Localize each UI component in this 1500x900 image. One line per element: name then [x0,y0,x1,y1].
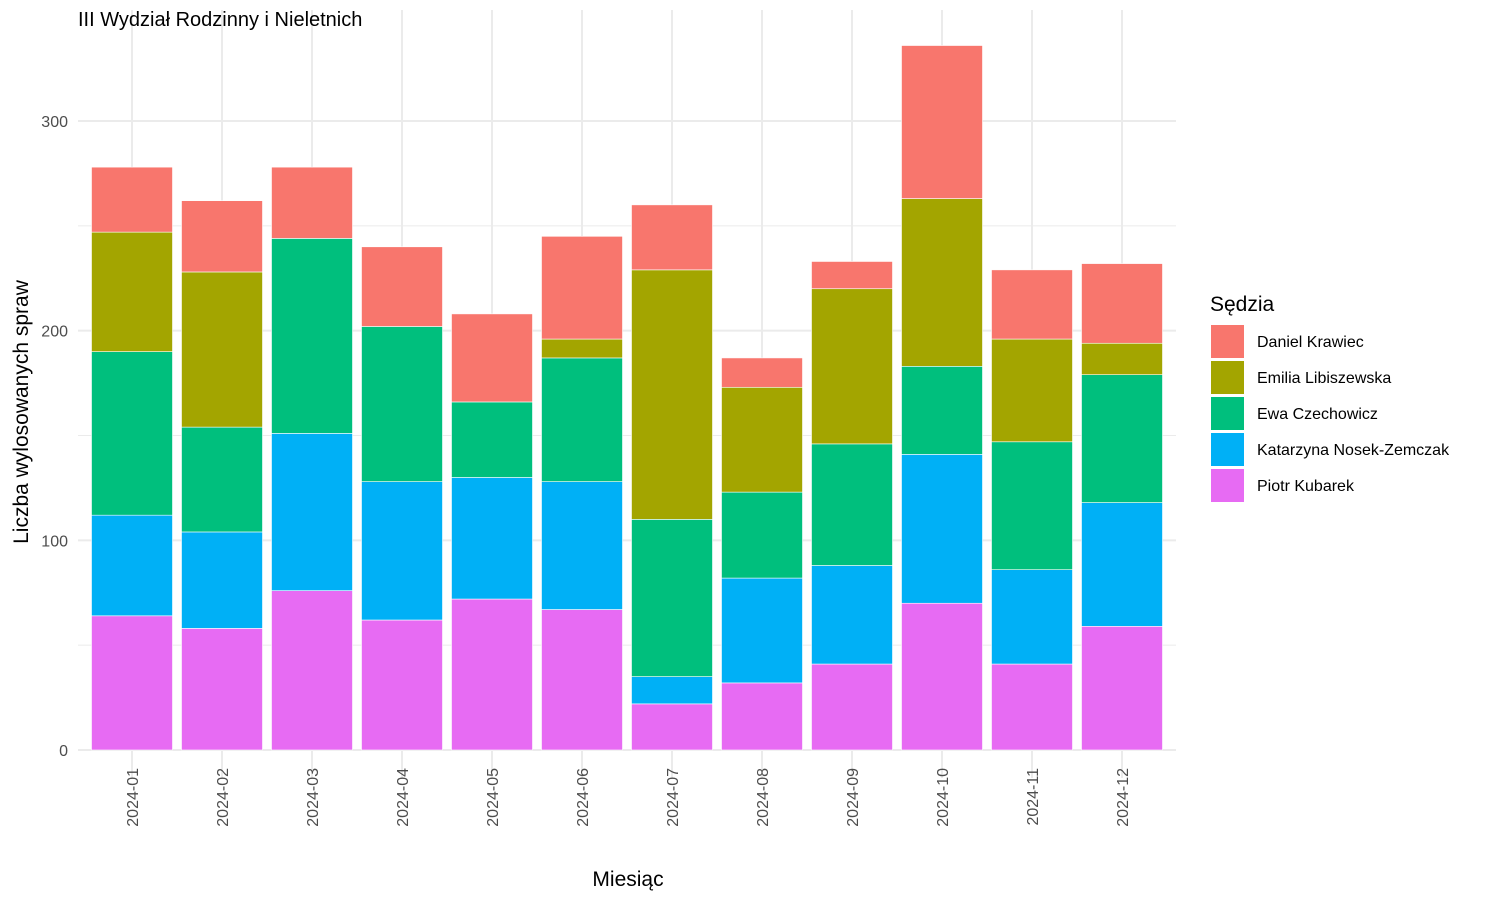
bar-segment [721,386,803,493]
bar-segment [271,166,353,239]
bar-segment [1081,502,1163,627]
bar-segment [271,238,353,434]
x-axis-ticks: 2024-01 2024-02 2024-03 2024-04 2024-05 2024-… [125,768,1132,827]
bar-segment [1081,263,1163,344]
legend: Sędzia Daniel Krawiec Emilia Libiszewska E… [1210,293,1450,502]
bar-segment [811,663,893,751]
x-tick-label: 2024-02 [215,768,232,827]
bar-segment [181,531,263,629]
x-tick-label: 2024-06 [575,768,592,827]
bars [91,45,1163,751]
bar-segment [451,477,533,600]
bar-segment [91,615,173,751]
bar-segment [541,338,623,359]
bar-segment [181,426,263,533]
bar-segment [721,491,803,579]
bar-segment [811,261,893,290]
bar-segment [631,519,713,677]
legend-swatch [1211,469,1244,502]
bar-segment [91,231,173,352]
bar-segment [181,271,263,428]
bar-segment [271,590,353,751]
bar-segment [631,269,713,520]
bar-segment [1081,374,1163,503]
bar-segment [451,401,533,478]
bar-segment [361,246,443,327]
bar-segment [91,514,173,617]
bar-segment [991,338,1073,443]
bar-segment [631,204,713,271]
legend-label: Ewa Czechowicz [1257,406,1378,423]
legend-swatch [1211,397,1244,430]
y-axis-ticks: 0 100 200 300 [41,114,68,760]
bar-segment [991,269,1073,340]
bar-segment [1081,342,1163,375]
legend-swatch [1211,361,1244,394]
bar-segment [721,682,803,751]
bar-segment [91,166,173,233]
bar-segment [991,569,1073,665]
x-tick-label: 2024-11 [1025,768,1042,826]
bar-segment [811,443,893,566]
legend-label: Daniel Krawiec [1257,334,1364,351]
bar-segment [361,481,443,621]
x-tick-label: 2024-01 [125,768,142,827]
legend-label: Emilia Libiszewska [1257,370,1391,387]
bar-segment [1081,625,1163,751]
x-tick-label: 2024-03 [305,768,322,827]
bar-segment [901,366,983,455]
bar-segment [991,441,1073,570]
bar-segment [541,357,623,482]
y-tick-label: 0 [59,743,68,760]
y-tick-label: 100 [41,533,68,550]
x-tick-label: 2024-08 [755,768,772,827]
bar-segment [91,351,173,516]
bar-segment [991,663,1073,751]
x-tick-label: 2024-04 [395,768,412,827]
bar-segment [721,357,803,388]
x-tick-label: 2024-10 [935,768,952,827]
x-tick-label: 2024-05 [485,768,502,827]
legend-swatch [1211,325,1244,358]
y-axis-title: Liczba wylosowanych spraw [10,279,33,544]
bar-segment [811,565,893,665]
bar-segment [451,598,533,751]
bar-segment [901,602,983,751]
bar-segment [631,703,713,751]
legend-title: Sędzia [1210,293,1275,316]
bar-segment [181,628,263,751]
y-tick-label: 300 [41,114,68,131]
x-tick-label: 2024-07 [665,768,682,827]
bar-segment [631,676,713,705]
bar-segment [361,326,443,482]
x-tick-label: 2024-09 [845,768,862,827]
bar-segment [721,577,803,684]
bar-segment [901,454,983,604]
chart-title: III Wydział Rodzinny i Nieletnich [78,9,362,31]
x-tick-label: 2024-12 [1115,768,1132,827]
x-axis-title: Miesiąc [592,868,663,891]
bar-segment [181,200,263,273]
legend-swatch [1211,433,1244,466]
bar-segment [541,609,623,751]
bar-segment [541,236,623,340]
legend-label: Katarzyna Nosek-Zemczak [1257,442,1450,459]
bar-segment [901,45,983,199]
bar-segment [541,481,623,610]
bar-segment [271,433,353,591]
y-tick-label: 200 [41,324,68,341]
bar-segment [451,313,533,403]
legend-label: Piotr Kubarek [1257,478,1355,495]
bar-segment [901,198,983,367]
bar-segment [811,288,893,445]
bar-segment [361,619,443,751]
